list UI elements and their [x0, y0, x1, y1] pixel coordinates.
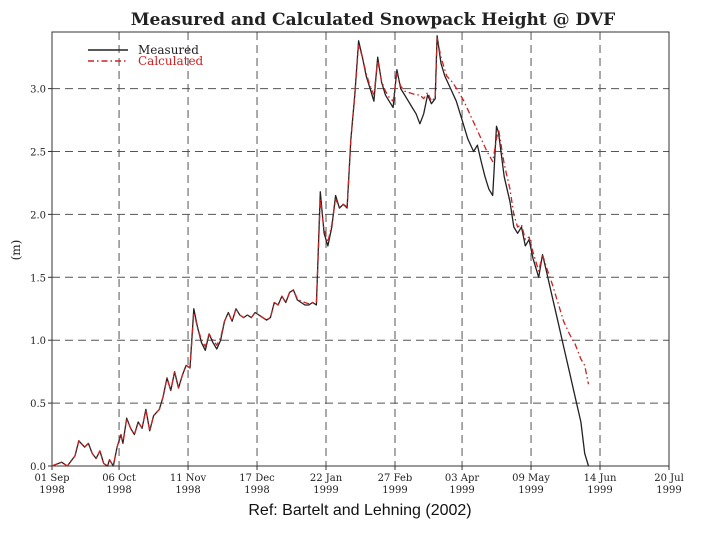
x-tick-label: 06 Oct: [102, 473, 136, 484]
legend-label-measured: Measured: [138, 43, 199, 57]
y-axis-label: (m): [9, 240, 23, 261]
x-tick-year: 1998: [244, 485, 269, 496]
x-tick-year: 1999: [382, 485, 407, 496]
series-line-measured: [51, 35, 590, 467]
x-tick-label: 22 Jan: [310, 473, 343, 484]
x-tick-year: 1999: [449, 485, 474, 496]
y-tick-label: 0.0: [30, 462, 46, 473]
x-tick-year: 1998: [106, 485, 131, 496]
x-tick-label: 17 Dec: [239, 473, 275, 484]
y-tick-label: 2.5: [30, 148, 46, 159]
x-tick-label: 20 Jul: [654, 473, 684, 484]
x-tick-year: 1999: [587, 485, 612, 496]
x-tick-year: 1999: [518, 485, 543, 496]
x-tick-label: 03 Apr: [445, 473, 480, 484]
series-line-calculated: [51, 37, 590, 467]
x-tick-label: 11 Nov: [170, 473, 207, 484]
x-tick-label: 01 Sep: [34, 473, 69, 484]
y-tick-label: 1.0: [30, 336, 46, 347]
snowpack-chart: Measured and Calculated Snowpack Height …: [9, 10, 684, 496]
y-tick-label: 1.5: [30, 273, 46, 284]
x-tick-year: 1999: [313, 485, 338, 496]
series-lines: [51, 35, 590, 467]
plot-frame: [51, 31, 670, 467]
reference-caption: Ref: Bartelt and Lehning (2002): [248, 502, 472, 519]
y-tick-label: 2.0: [30, 210, 46, 221]
x-tick-label: 14 Jun: [584, 473, 617, 484]
x-tick-year: 1998: [175, 485, 200, 496]
grid-lines: [52, 32, 669, 466]
legend-label-calculated: Calculated: [138, 54, 204, 68]
x-tick-label: 09 May: [512, 473, 550, 484]
x-tick-year: 1999: [656, 485, 681, 496]
x-tick-label: 27 Feb: [378, 473, 413, 484]
chart-title: Measured and Calculated Snowpack Height …: [131, 10, 616, 30]
y-tick-label: 3.0: [30, 85, 46, 96]
y-tick-label: 0.5: [30, 399, 46, 410]
x-tick-year: 1998: [39, 485, 64, 496]
